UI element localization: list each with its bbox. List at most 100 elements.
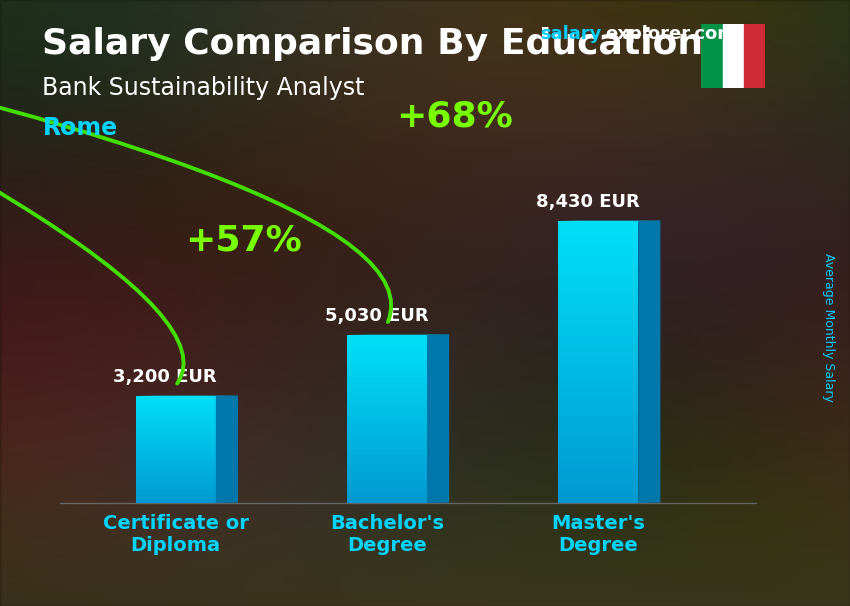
Bar bbox=[135, 496, 216, 498]
Bar bbox=[347, 475, 427, 478]
Bar bbox=[347, 371, 427, 374]
Bar bbox=[135, 471, 216, 473]
Bar bbox=[558, 305, 638, 310]
Bar bbox=[347, 424, 427, 427]
Bar bbox=[347, 491, 427, 494]
Bar bbox=[558, 447, 638, 451]
Bar bbox=[558, 395, 638, 399]
Bar bbox=[347, 450, 427, 453]
Bar bbox=[135, 403, 216, 405]
Bar bbox=[135, 501, 216, 503]
Bar bbox=[135, 418, 216, 419]
Bar bbox=[558, 489, 638, 493]
Bar bbox=[135, 460, 216, 462]
Bar bbox=[347, 413, 427, 416]
Bar bbox=[135, 424, 216, 426]
Bar bbox=[558, 277, 638, 282]
Text: Average Monthly Salary: Average Monthly Salary bbox=[822, 253, 836, 402]
Bar bbox=[347, 483, 427, 486]
Bar bbox=[558, 432, 638, 437]
Bar bbox=[558, 343, 638, 348]
Bar bbox=[135, 490, 216, 492]
Bar bbox=[558, 418, 638, 423]
Bar bbox=[135, 414, 216, 416]
Bar bbox=[558, 479, 638, 484]
Bar bbox=[135, 498, 216, 499]
Bar bbox=[135, 487, 216, 488]
Bar bbox=[135, 407, 216, 408]
Bar bbox=[347, 335, 427, 338]
Text: +68%: +68% bbox=[396, 99, 513, 133]
Bar bbox=[347, 343, 427, 346]
Bar bbox=[135, 439, 216, 441]
Bar bbox=[135, 441, 216, 442]
Bar bbox=[558, 296, 638, 301]
Bar bbox=[135, 467, 216, 469]
Bar bbox=[558, 282, 638, 287]
Bar bbox=[347, 354, 427, 357]
Bar bbox=[558, 423, 638, 428]
Bar bbox=[347, 433, 427, 436]
Bar bbox=[558, 235, 638, 239]
Bar bbox=[135, 433, 216, 435]
Bar bbox=[558, 348, 638, 353]
Bar bbox=[558, 385, 638, 390]
Bar bbox=[135, 399, 216, 401]
Bar bbox=[347, 377, 427, 379]
Bar bbox=[135, 426, 216, 428]
Bar bbox=[558, 301, 638, 305]
Bar bbox=[347, 478, 427, 481]
Bar bbox=[135, 469, 216, 471]
Bar bbox=[558, 376, 638, 381]
Polygon shape bbox=[638, 221, 660, 503]
Bar bbox=[347, 382, 427, 385]
Bar bbox=[135, 473, 216, 474]
Bar bbox=[558, 461, 638, 465]
Bar bbox=[347, 458, 427, 461]
Bar bbox=[558, 428, 638, 433]
Bar bbox=[558, 367, 638, 371]
Bar bbox=[558, 333, 638, 338]
Bar bbox=[347, 351, 427, 355]
Bar bbox=[347, 422, 427, 424]
Bar bbox=[347, 438, 427, 441]
Text: explorer.com: explorer.com bbox=[605, 25, 736, 44]
Bar bbox=[135, 462, 216, 464]
Bar bbox=[558, 324, 638, 329]
Bar bbox=[135, 464, 216, 465]
Bar bbox=[347, 498, 427, 500]
Bar bbox=[558, 315, 638, 319]
Bar bbox=[558, 371, 638, 376]
Text: Rome: Rome bbox=[42, 116, 117, 141]
Bar bbox=[135, 442, 216, 444]
Bar bbox=[347, 436, 427, 438]
Bar bbox=[347, 391, 427, 393]
Bar bbox=[347, 486, 427, 489]
Bar bbox=[135, 405, 216, 407]
Bar bbox=[135, 396, 216, 398]
Bar bbox=[558, 362, 638, 367]
Bar bbox=[558, 338, 638, 343]
Text: 5,030 EUR: 5,030 EUR bbox=[325, 307, 428, 325]
Text: Bank Sustainability Analyst: Bank Sustainability Analyst bbox=[42, 76, 365, 100]
Bar bbox=[347, 379, 427, 382]
Bar bbox=[135, 451, 216, 453]
Bar bbox=[347, 444, 427, 447]
Bar bbox=[135, 465, 216, 467]
Bar bbox=[558, 498, 638, 503]
Bar bbox=[558, 409, 638, 414]
Bar bbox=[347, 362, 427, 365]
Bar bbox=[347, 388, 427, 391]
Bar bbox=[558, 329, 638, 334]
Bar bbox=[558, 221, 638, 225]
Bar bbox=[558, 493, 638, 498]
Bar bbox=[135, 474, 216, 476]
Bar bbox=[347, 441, 427, 444]
Bar bbox=[558, 474, 638, 479]
Bar bbox=[347, 455, 427, 458]
Bar bbox=[135, 450, 216, 451]
Bar bbox=[135, 484, 216, 485]
Bar bbox=[701, 24, 722, 88]
Bar bbox=[135, 480, 216, 482]
Bar bbox=[722, 24, 744, 88]
